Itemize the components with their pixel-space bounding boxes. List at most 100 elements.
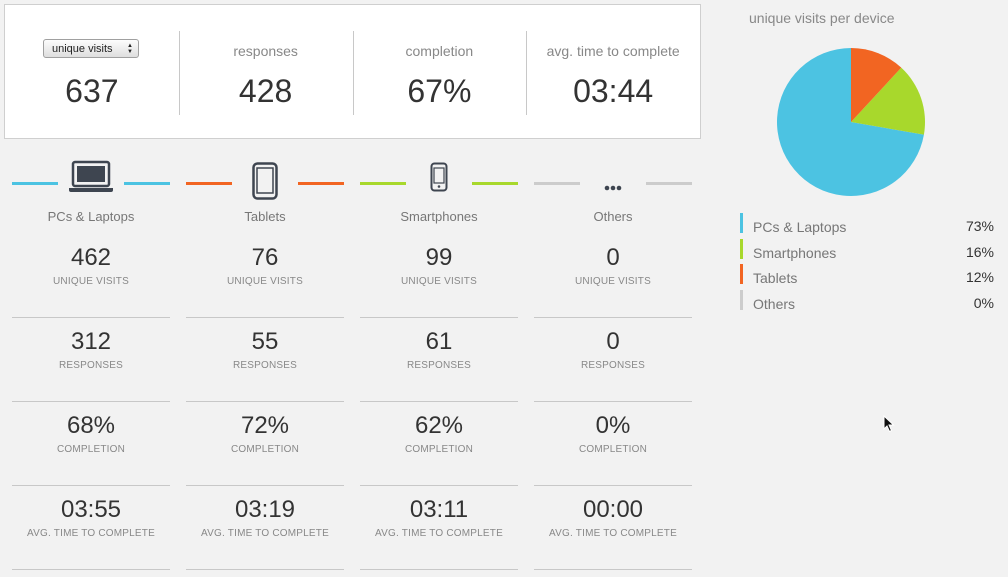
device-unique-visits: 99 UNIQUE VISITS [360,234,518,318]
legend-item[interactable]: Smartphones 16% [740,238,994,265]
device-responses: 55 RESPONSES [186,318,344,402]
legend-item[interactable]: Others 0% [740,289,994,316]
legend-color-swatch [740,264,743,284]
device-color-line [186,182,232,185]
stat-label: COMPLETION [230,444,300,455]
stat-label: COMPLETION [578,444,648,455]
device-unique-visits: 76 UNIQUE VISITS [186,234,344,318]
device-completion: 62% COMPLETION [360,402,518,486]
summary-responses: responses 428 [178,5,353,138]
stat-label: RESPONSES [580,360,646,371]
legend-label: PCs & Laptops [753,219,847,235]
summary-avg-time-label: avg. time to complete [546,43,680,59]
stat-value: 462 [70,244,112,271]
device-color-line [12,182,58,185]
device-avg-time: 00:00 AVG. TIME TO COMPLETE [534,486,692,570]
device-name: Tablets [244,209,286,224]
stat-label: UNIQUE VISITS [575,276,651,287]
legend-item[interactable]: PCs & Laptops 73% [740,213,994,239]
stat-value: 312 [70,328,112,355]
legend-color-swatch [740,213,743,233]
device-completion: 72% COMPLETION [186,402,344,486]
device-color-line [360,182,406,185]
device-color-line [534,182,580,185]
summary-panel: unique visits ▲ ▼ 637 responses 428 compl… [4,4,701,139]
chart-title: unique visits per device [749,10,895,26]
legend-color-swatch [740,238,743,259]
legend-percent: 73% [965,218,994,234]
device-pie-chart [777,48,925,196]
device-avg-time: 03:55 AVG. TIME TO COMPLETE [12,486,170,570]
summary-avg-time: avg. time to complete 03:44 [526,5,700,138]
summary-completion-label: completion [405,43,474,59]
stat-value: 62% [414,412,464,439]
more-icon [604,178,622,196]
device-column-tablets: Tablets 76 UNIQUE VISITS 55 RESPONSES 72… [186,150,344,570]
device-color-line [472,182,518,185]
device-completion: 68% COMPLETION [12,402,170,486]
laptop-icon [68,160,114,199]
stat-label: UNIQUE VISITS [53,276,129,287]
stat-label: COMPLETION [404,444,474,455]
device-name: Smartphones [400,209,478,224]
chart-legend: PCs & Laptops 73% Smartphones 16% Tablets 12%… [740,213,994,315]
stat-value: 99 [425,244,453,271]
legend-label: Smartphones [753,244,837,261]
stat-value: 03:11 [409,496,469,523]
summary-responses-label: responses [233,43,298,59]
stat-label: AVG. TIME TO COMPLETE [549,528,677,539]
device-color-line [646,182,692,185]
legend-label: Others [753,295,796,312]
stat-value: 68% [66,412,116,439]
stat-label: UNIQUE VISITS [401,276,477,287]
stat-value: 0 [606,328,620,355]
metric-select-value: unique visits [52,42,113,55]
stat-value: 72% [240,412,290,439]
legend-item[interactable]: Tablets 12% [740,264,994,290]
stat-label: RESPONSES [232,360,298,371]
pie-slice-smartphones[interactable] [851,67,925,135]
summary-unique-visits: unique visits ▲ ▼ 637 [5,5,179,138]
summary-responses-value: 428 [238,73,293,109]
summary-unique-visits-value: 637 [65,73,119,109]
stat-value: 0 [606,244,620,271]
device-responses: 312 RESPONSES [12,318,170,402]
stat-label: AVG. TIME TO COMPLETE [375,528,503,539]
device-unique-visits: 462 UNIQUE VISITS [12,234,170,318]
summary-avg-time-value: 03:44 [573,73,654,109]
legend-color-swatch [740,289,743,310]
device-color-line [298,182,344,185]
stat-value: 03:19 [234,496,296,523]
device-column-smartphones: Smartphones 99 UNIQUE VISITS 61 RESPONSE… [360,150,518,570]
pie-slice-tablets[interactable] [851,48,902,122]
mouse-cursor-icon [883,415,895,433]
stat-value: 03:55 [60,496,122,523]
metric-select[interactable]: unique visits ▲ ▼ [43,39,139,58]
device-column-pcs: PCs & Laptops 462 UNIQUE VISITS 312 RESP… [12,150,170,570]
device-name: Others [593,209,633,224]
device-header [534,150,692,210]
stat-label: RESPONSES [58,360,124,371]
device-responses: 0 RESPONSES [534,318,692,402]
summary-completion-value: 67% [407,73,472,109]
pie-slice-pcs-laptops[interactable] [777,48,924,196]
device-header [12,150,170,210]
stat-label: UNIQUE VISITS [227,276,303,287]
stat-value: 76 [251,244,279,271]
device-column-others: Others 0 UNIQUE VISITS 0 RESPONSES 0% CO… [534,150,692,570]
tablet-icon [252,162,278,205]
smartphone-icon [430,162,448,197]
stat-label: AVG. TIME TO COMPLETE [201,528,329,539]
stat-value: 55 [251,328,279,355]
legend-percent: 16% [965,243,994,260]
summary-completion: completion 67% [352,5,527,138]
legend-percent: 12% [965,269,994,285]
device-columns: PCs & Laptops 462 UNIQUE VISITS 312 RESP… [12,150,694,570]
stat-label: COMPLETION [56,444,126,455]
device-avg-time: 03:19 AVG. TIME TO COMPLETE [186,486,344,570]
stat-label: AVG. TIME TO COMPLETE [27,528,155,539]
device-completion: 0% COMPLETION [534,402,692,486]
stat-value: 61 [425,328,453,355]
device-header [186,150,344,210]
device-responses: 61 RESPONSES [360,318,518,402]
